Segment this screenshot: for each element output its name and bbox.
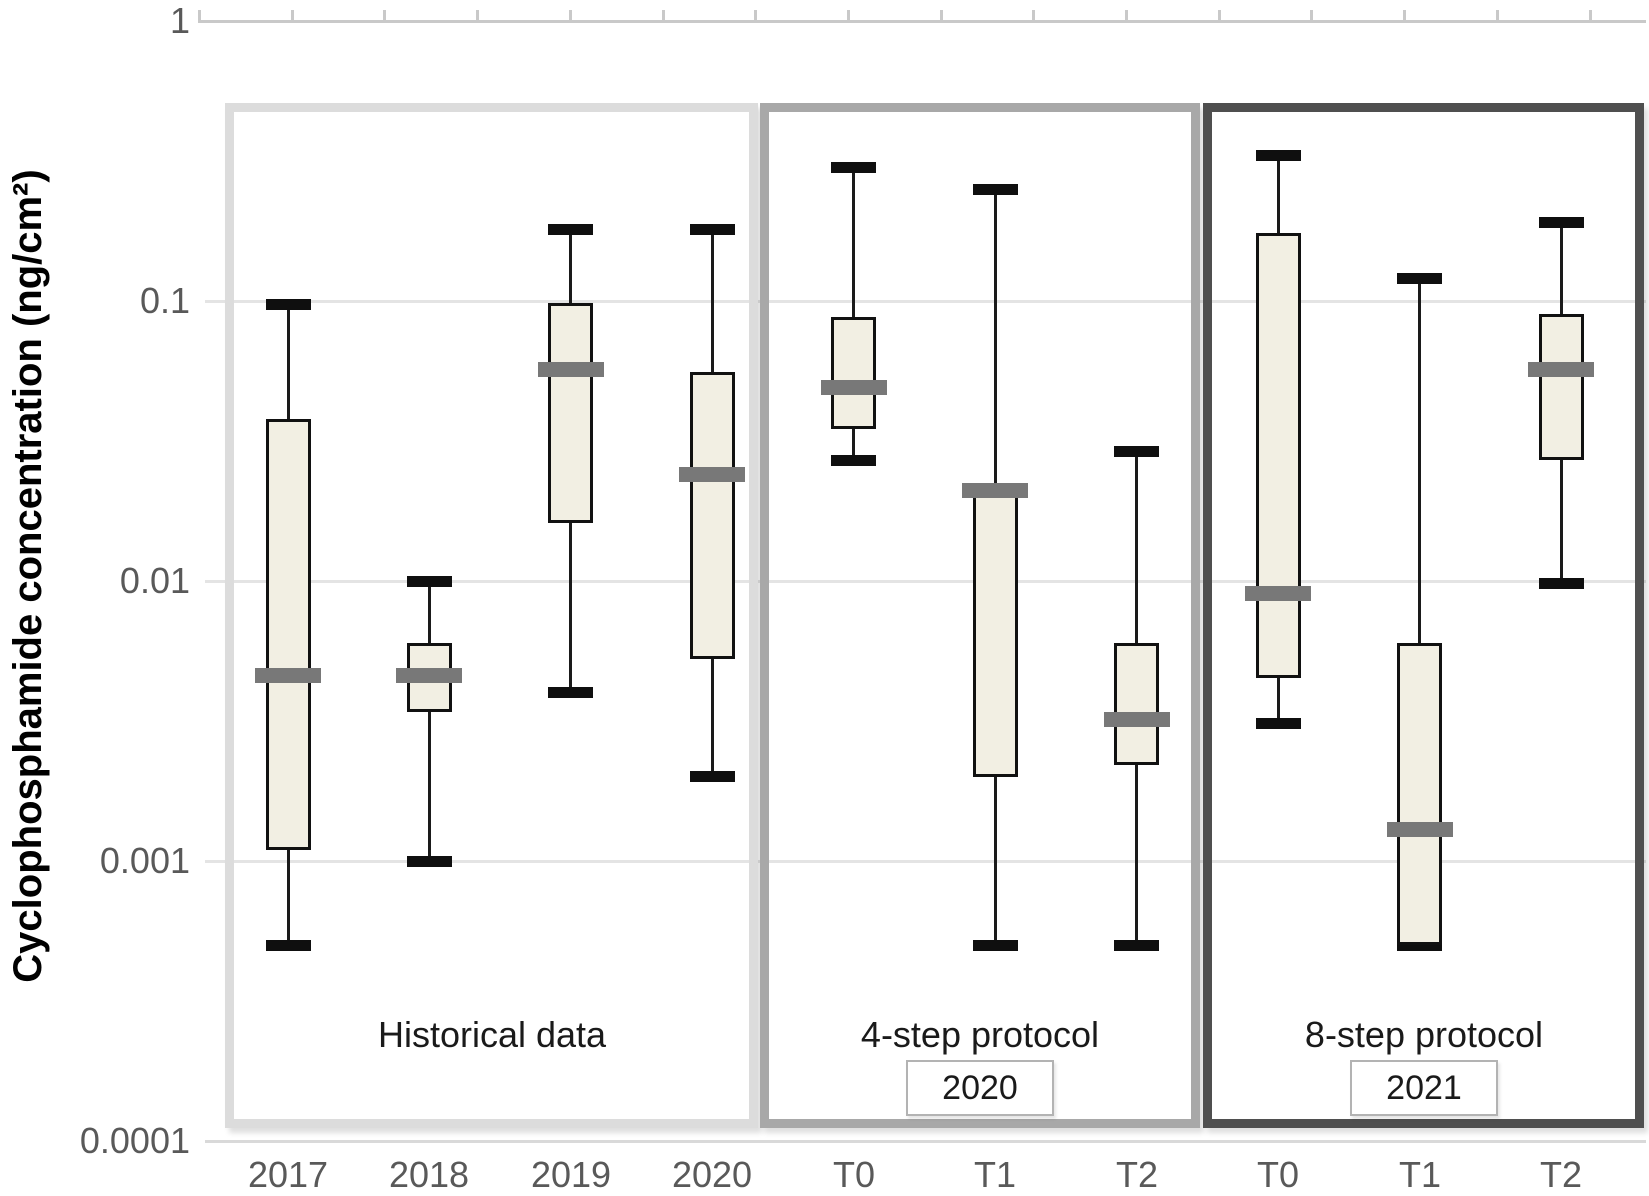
- whisker-cap-bottom: [407, 856, 452, 867]
- box: [690, 372, 735, 659]
- top-axis-tick: [1125, 10, 1128, 21]
- box: [548, 303, 593, 523]
- gridline: [205, 580, 1646, 583]
- y-tick-label: 0.01: [119, 560, 190, 601]
- median-bar: [1528, 362, 1594, 377]
- x-tick-label: T2: [1115, 1154, 1158, 1195]
- box: [266, 419, 311, 850]
- top-axis-tick: [198, 10, 201, 21]
- median-bar: [962, 483, 1028, 498]
- top-axis-tick: [1403, 10, 1406, 21]
- box: [1114, 643, 1159, 765]
- box: [1256, 233, 1301, 678]
- median-bar: [1104, 712, 1170, 727]
- whisker-cap-top: [1114, 446, 1159, 457]
- gridline: [205, 1140, 1646, 1143]
- whisker-cap-top: [548, 224, 593, 235]
- x-tick-label: T0: [832, 1154, 875, 1195]
- whisker-cap-top: [407, 576, 452, 587]
- median-bar: [538, 362, 604, 377]
- top-axis-tick: [476, 10, 479, 21]
- whisker-cap-bottom: [831, 455, 876, 466]
- whisker-cap-bottom: [1114, 940, 1159, 951]
- box-whisker-line: [1418, 279, 1421, 945]
- whisker-cap-bottom: [973, 940, 1018, 951]
- top-axis-line: [198, 20, 1646, 23]
- box-whisker-line: [428, 581, 431, 861]
- box: [1539, 314, 1584, 460]
- y-tick-label: 0.001: [99, 840, 190, 881]
- median-bar: [396, 668, 462, 683]
- whisker-cap-top: [973, 184, 1018, 195]
- top-axis-tick: [1310, 10, 1313, 21]
- whisker-cap-top: [266, 299, 311, 310]
- top-axis-tick: [847, 10, 850, 21]
- x-tick-label: 2020: [671, 1154, 753, 1195]
- whisker-cap-bottom: [266, 940, 311, 951]
- panel-label: 8-step protocol: [1304, 1014, 1544, 1055]
- year-badge: 2021: [1350, 1060, 1498, 1116]
- box: [831, 317, 876, 429]
- top-axis-tick: [1218, 10, 1221, 21]
- x-tick-label: 2019: [530, 1154, 612, 1195]
- whisker-cap-top: [690, 224, 735, 235]
- box: [1397, 643, 1442, 945]
- box: [973, 491, 1018, 777]
- whisker-cap-top: [1256, 150, 1301, 161]
- top-axis-tick: [1032, 10, 1035, 21]
- whisker-cap-top: [831, 162, 876, 173]
- panel-frame: [760, 103, 1200, 1128]
- year-badge: 2020: [906, 1060, 1054, 1116]
- median-bar: [1387, 822, 1453, 837]
- y-tick-label: 0.0001: [79, 1120, 190, 1161]
- y-tick-label: 0.1: [139, 280, 190, 321]
- y-tick-label: 1: [169, 0, 190, 41]
- x-tick-label: T1: [973, 1154, 1016, 1195]
- whisker-cap-bottom: [1539, 578, 1584, 589]
- whisker-cap-top: [1539, 217, 1584, 228]
- top-axis-tick: [569, 10, 572, 21]
- x-tick-label: T0: [1256, 1154, 1299, 1195]
- whisker-cap-bottom: [690, 771, 735, 782]
- median-bar: [821, 380, 887, 395]
- panel-frame: [225, 103, 758, 1128]
- whisker-cap-top: [1397, 273, 1442, 284]
- gridline: [205, 860, 1646, 863]
- x-tick-label: 2017: [247, 1154, 329, 1195]
- median-bar: [255, 668, 321, 683]
- top-axis-tick: [1589, 10, 1592, 21]
- x-tick-label: T1: [1398, 1154, 1441, 1195]
- median-bar: [679, 467, 745, 482]
- box-whisker-line: [852, 167, 855, 460]
- gridline: [205, 300, 1646, 303]
- median-bar: [1245, 586, 1311, 601]
- whisker-cap-bottom: [548, 687, 593, 698]
- panel-frame: [1203, 103, 1644, 1128]
- top-axis-tick: [383, 10, 386, 21]
- panel-label: Historical data: [377, 1014, 607, 1055]
- whisker-cap-bottom: [1256, 718, 1301, 729]
- x-tick-label: T2: [1539, 1154, 1582, 1195]
- panel-label: 4-step protocol: [860, 1014, 1100, 1055]
- top-axis-tick: [754, 10, 757, 21]
- whisker-cap-bottom: [1397, 940, 1442, 951]
- top-axis-tick: [291, 10, 294, 21]
- x-tick-label: 2018: [388, 1154, 470, 1195]
- top-axis-tick: [662, 10, 665, 21]
- top-axis-tick: [1496, 10, 1499, 21]
- top-axis-tick: [940, 10, 943, 21]
